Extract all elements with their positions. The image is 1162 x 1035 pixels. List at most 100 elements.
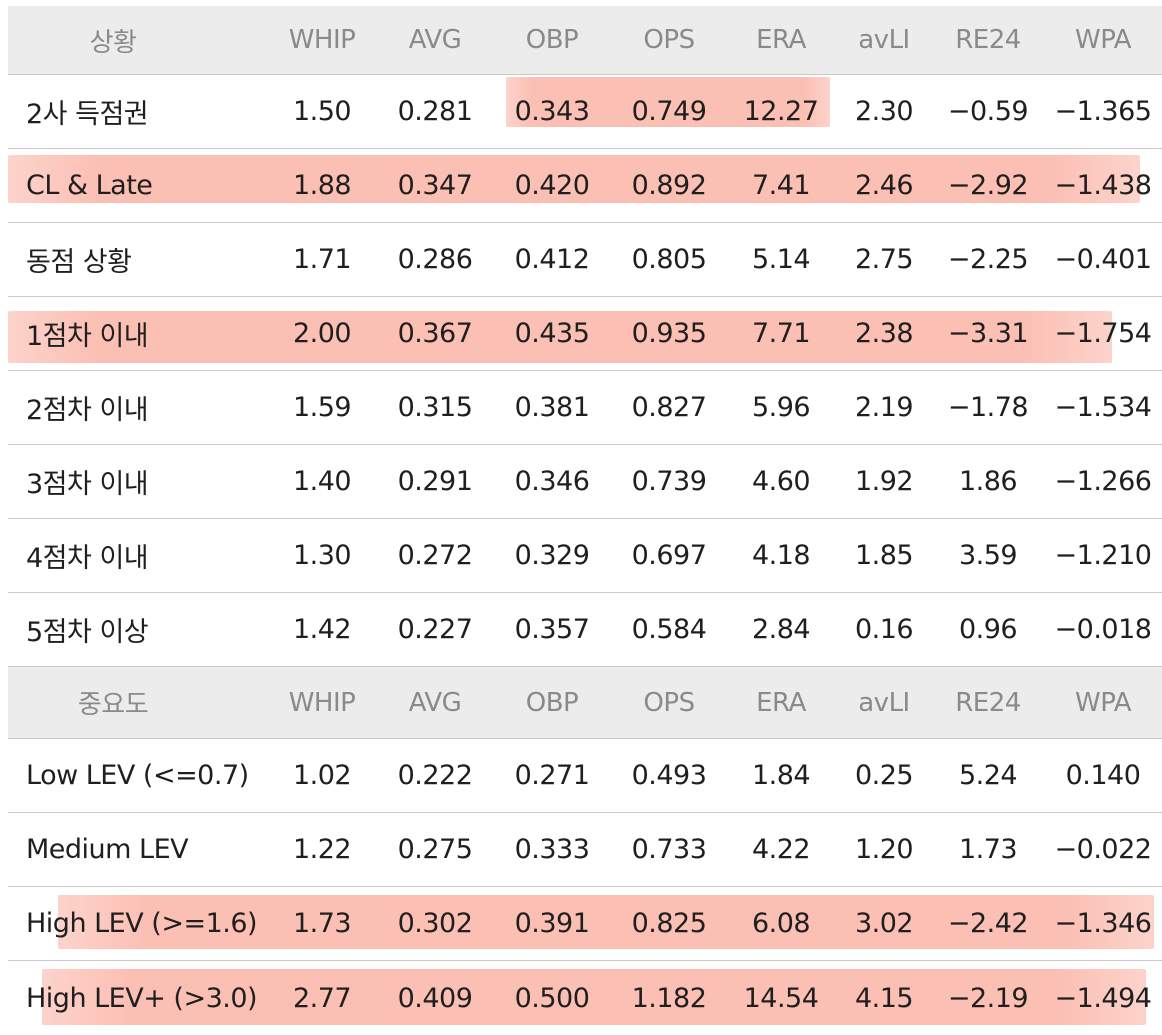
- table-row: Medium LEV 1.22 0.275 0.333 0.733 4.22 1…: [8, 813, 1162, 887]
- row-label: 3점차 이내: [26, 469, 149, 500]
- cell-avli: 2.38: [854, 318, 914, 349]
- cell-obp: 0.343: [514, 96, 590, 127]
- col-header-ops: OPS: [643, 25, 695, 55]
- cell-avg: 0.281: [397, 96, 473, 127]
- row-label: High LEV (>=1.6): [26, 908, 258, 939]
- table-row: 4점차 이내 1.30 0.272 0.329 0.697 4.18 1.85 …: [8, 519, 1162, 593]
- cell-whip: 1.02: [292, 760, 352, 791]
- cell-era: 4.18: [751, 540, 811, 571]
- cell-whip: 1.73: [292, 908, 352, 939]
- cell-era: 7.71: [751, 318, 811, 349]
- cell-avg: 0.227: [397, 614, 473, 645]
- col-header-re24: RE24: [955, 687, 1021, 718]
- row-label: 5점차 이상: [26, 617, 149, 648]
- cell-ops: 0.805: [631, 244, 707, 275]
- cell-obp: 0.329: [514, 540, 590, 571]
- cell-avg: 0.347: [397, 170, 473, 201]
- cell-avli: 3.02: [854, 908, 914, 939]
- table-row: 2점차 이내 1.59 0.315 0.381 0.827 5.96 2.19 …: [8, 371, 1162, 445]
- cell-era: 1.84: [751, 760, 811, 791]
- table-row: 3점차 이내 1.40 0.291 0.346 0.739 4.60 1.92 …: [8, 445, 1162, 519]
- cell-ops: 0.892: [631, 170, 707, 201]
- cell-avg: 0.222: [397, 760, 473, 791]
- cell-whip: 1.59: [292, 392, 352, 423]
- cell-obp: 0.357: [514, 614, 590, 645]
- cell-re24: −3.31: [947, 318, 1029, 349]
- cell-wpa: −1.210: [1054, 540, 1152, 571]
- cell-wpa: −1.754: [1054, 318, 1152, 349]
- importance-header: 중요도: [77, 690, 149, 720]
- situation-header-row: 상황 WHIP AVG OBP OPS ERA avLI RE24 WPA: [8, 6, 1162, 75]
- cell-avg: 0.315: [397, 392, 473, 423]
- cell-era: 14.54: [743, 982, 819, 1014]
- col-header-avli: avLI: [858, 687, 910, 718]
- cell-wpa: −0.401: [1054, 244, 1152, 275]
- cell-era: 7.41: [751, 170, 811, 201]
- row-highlight: [8, 311, 1112, 363]
- cell-obp: 0.346: [514, 466, 590, 497]
- cell-re24: −2.25: [947, 244, 1029, 275]
- table-row: High LEV (>=1.6) 1.73 0.302 0.391 0.825 …: [8, 887, 1162, 961]
- cell-era: 5.96: [751, 392, 811, 423]
- cell-ops: 0.733: [631, 834, 707, 865]
- row-label: Medium LEV: [26, 834, 189, 865]
- cell-avli: 1.92: [854, 466, 914, 497]
- cell-obp: 0.381: [514, 392, 590, 423]
- cell-era: 4.22: [751, 834, 811, 865]
- cell-re24: −2.92: [947, 170, 1029, 201]
- col-header-avg: AVG: [408, 25, 462, 55]
- cell-ops: 0.493: [631, 760, 707, 791]
- cell-obp: 0.412: [514, 244, 590, 275]
- cell-obp: 0.391: [514, 908, 590, 939]
- col-header-obp: OBP: [525, 687, 579, 718]
- cell-avli: 2.75: [854, 244, 914, 275]
- cell-era: 6.08: [751, 908, 811, 939]
- stats-table: 상황 WHIP AVG OBP OPS ERA avLI RE24 WPA 2사…: [8, 6, 1162, 1035]
- col-header-era: ERA: [756, 687, 806, 718]
- col-header-whip: WHIP: [288, 687, 356, 718]
- cell-ops: 0.697: [631, 540, 707, 571]
- col-header-ops: OPS: [643, 687, 695, 718]
- table-row: High LEV+ (>3.0) 2.77 0.409 0.500 1.182 …: [8, 961, 1162, 1035]
- cell-wpa: −1.438: [1054, 170, 1152, 201]
- table-row: Low LEV (<=0.7) 1.02 0.222 0.271 0.493 1…: [8, 739, 1162, 813]
- cell-obp: 0.271: [514, 760, 590, 791]
- cell-whip: 2.77: [292, 982, 352, 1014]
- cell-avg: 0.291: [397, 466, 473, 497]
- cell-wpa: −1.365: [1054, 96, 1152, 127]
- cell-avg: 0.275: [397, 834, 473, 865]
- cell-avli: 0.16: [854, 614, 914, 645]
- cell-ops: 0.739: [631, 466, 707, 497]
- table-row: 동점 상황 1.71 0.286 0.412 0.805 5.14 2.75 −…: [8, 223, 1162, 297]
- col-header-re24: RE24: [955, 25, 1021, 55]
- row-highlight: [506, 77, 830, 127]
- row-label: CL & Late: [26, 170, 153, 201]
- row-label: 동점 상황: [26, 247, 132, 278]
- cell-era: 12.27: [743, 96, 819, 127]
- col-header-avli: avLI: [858, 25, 910, 55]
- cell-obp: 0.420: [514, 170, 590, 201]
- table-row: 1점차 이내 2.00 0.367 0.435 0.935 7.71 2.38 …: [8, 297, 1162, 371]
- table-row: 5점차 이상 1.42 0.227 0.357 0.584 2.84 0.16 …: [8, 593, 1162, 667]
- col-header-wpa: WPA: [1074, 25, 1132, 55]
- cell-obp: 0.435: [514, 318, 590, 349]
- cell-whip: 1.42: [292, 614, 352, 645]
- cell-wpa: 0.140: [1065, 760, 1141, 791]
- cell-avg: 0.272: [397, 540, 473, 571]
- cell-re24: −2.19: [947, 982, 1029, 1014]
- cell-ops: 0.935: [631, 318, 707, 349]
- cell-avli: 0.25: [854, 760, 914, 791]
- row-highlight: [8, 155, 1140, 203]
- cell-avg: 0.302: [397, 908, 473, 939]
- row-highlight: [58, 895, 1154, 949]
- cell-re24: 3.59: [958, 540, 1018, 571]
- cell-obp: 0.500: [514, 982, 590, 1014]
- cell-avli: 2.19: [854, 392, 914, 423]
- cell-wpa: −0.022: [1054, 834, 1152, 865]
- cell-ops: 0.825: [631, 908, 707, 939]
- cell-re24: 5.24: [958, 760, 1018, 791]
- cell-ops: 1.182: [631, 982, 707, 1014]
- cell-ops: 0.827: [631, 392, 707, 423]
- cell-ops: 0.749: [631, 96, 707, 127]
- cell-era: 4.60: [751, 466, 811, 497]
